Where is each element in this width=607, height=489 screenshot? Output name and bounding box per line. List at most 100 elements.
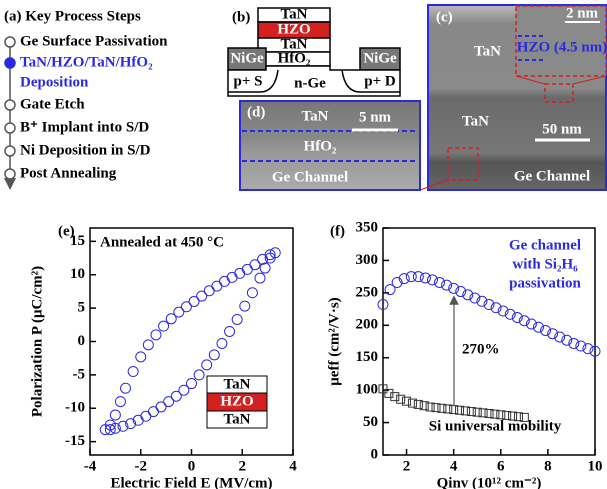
y-axis-label: Polarization P (μC/cm²) [29,266,45,417]
x-tick-label: -2 [135,458,148,474]
point [141,411,151,421]
point [128,367,138,377]
point [151,330,161,340]
y-tick-label: 10 [70,266,85,282]
inset-label: TaN [224,411,251,427]
inset-label: TaN [224,376,251,392]
point [260,263,270,273]
annotation: Annealed at 450 °C [100,234,224,250]
region-label: n-Ge [294,75,326,91]
x-tick-label: 2 [403,458,411,474]
y-tick-label: 150 [356,349,379,365]
point [413,272,423,282]
point [115,397,125,407]
point [479,409,487,417]
y-tick-label: 5 [78,300,86,316]
x-tick-label: -4 [84,458,97,474]
region-label: p+ S [234,73,263,89]
step: Ni Deposition in S/D [20,142,151,158]
point [397,395,405,403]
point [166,314,176,324]
inset-label: HZO [220,393,253,409]
scale-label: 50 nm [542,121,582,137]
point [136,352,146,362]
annotation: with Si₂H₆ [512,256,578,272]
step-dot [5,123,15,133]
scale-label: 5 nm [359,109,392,125]
point [219,276,229,286]
point [473,408,481,416]
region-label: p+ D [364,73,396,89]
point [450,406,458,414]
step-dot [5,37,15,47]
layer-label: TaN [462,113,489,129]
point [121,383,131,393]
annotation: passivation [509,275,581,291]
point [159,321,169,331]
x-tick-label: 2 [239,458,247,474]
y-tick-label: -15 [65,433,85,449]
point [242,264,252,274]
step-dot [5,100,15,110]
point [250,260,260,270]
y-tick-label: 50 [363,414,378,430]
point [194,370,204,380]
point [432,404,440,412]
point [461,407,469,415]
y-axis-label: μeff (cm²/V·s) [326,297,342,385]
point [576,341,586,351]
point [435,277,445,287]
point [391,393,399,401]
point [212,281,222,291]
y-tick-label: -5 [73,366,86,382]
step: Gate Etch [20,96,85,112]
point [235,268,245,278]
panel-c [420,5,606,190]
annotation: Si universal mobility [429,418,562,434]
x-tick-label: 8 [544,458,552,474]
y-tick-label: 250 [356,284,379,300]
panel-label: (c) [436,9,453,25]
step: B⁺ Implant into S/D [20,119,149,135]
scale-label: 2 nm [566,5,599,21]
point [491,410,499,418]
point [187,379,197,389]
y-tick-label: 200 [356,317,379,333]
y-tick-label: 0 [78,333,86,349]
layer-label: TaN [302,108,329,124]
panel-a-title: (a) Key Process Steps [4,8,141,24]
layer-label: HZO [277,21,310,37]
panel-a: (a) Key Process Steps Ge Surface Passiva… [4,8,168,184]
x-tick-label: 10 [588,458,603,474]
step: Ge Surface Passivation [20,33,168,49]
layer-label: HfO₂ [278,50,311,66]
step-dot [5,58,15,68]
annotation: Ge channel [509,237,581,253]
layer-label: Ge Channel [514,168,590,184]
contact-label: NiGe [363,50,397,66]
panel-label: (f) [330,223,345,239]
x-axis-label: Qinv (10¹² cm⁻²) [437,475,542,489]
panel-label: (b) [232,9,250,25]
point [143,340,153,350]
y-tick-label: 350 [356,219,379,235]
point [227,272,237,282]
point [255,273,265,283]
panel-label: (d) [247,104,265,120]
point [420,273,430,283]
point [202,360,212,370]
point [467,408,475,416]
point [247,288,257,298]
point [240,301,250,311]
step: Deposition [20,74,89,90]
point [583,344,593,354]
point [232,314,242,324]
x-axis-label: Electric Field E (MV/cm) [110,475,272,489]
point [444,405,452,413]
layer-label: TaN [281,6,308,22]
point [438,404,446,412]
step: TaN/HZO/TaN/HfO₂ [20,54,153,70]
y-tick-label: 0 [371,446,379,462]
annotation: 270% [462,341,500,357]
layer-label: HfO₂ [304,138,337,154]
